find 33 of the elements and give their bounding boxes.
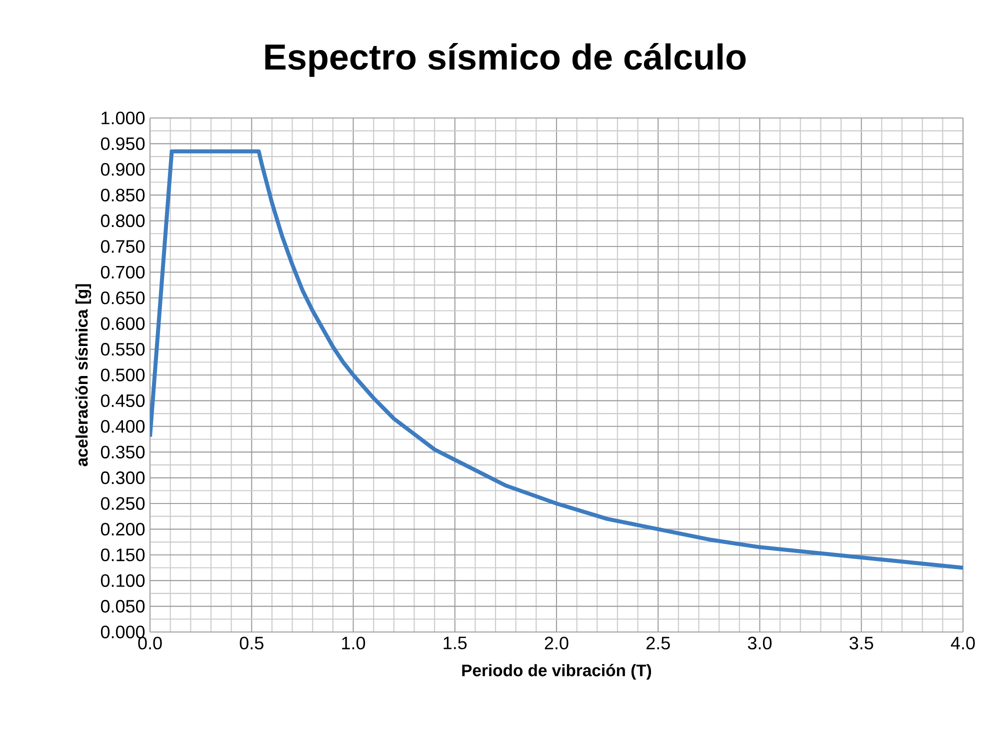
x-tick-label: 0.5	[240, 636, 264, 650]
x-tick-label: 2.5	[646, 636, 670, 650]
y-tick-label: 0.350	[100, 446, 145, 458]
x-tick-label: 1.0	[342, 636, 366, 650]
y-tick-label: 0.750	[100, 240, 145, 253]
y-tick-label: 0.200	[100, 522, 145, 536]
y-tick-label: 0.950	[100, 137, 145, 150]
x-tick-label: 1.5	[444, 636, 467, 650]
y-tick-label: 0.150	[100, 548, 145, 562]
y-tick-label: 0.250	[100, 497, 145, 510]
y-tick-label: 0.550	[100, 342, 145, 356]
y-tick-label: 0.400	[100, 420, 145, 433]
x-tick-label: 3.0	[748, 636, 772, 650]
y-tick-label: 0.300	[100, 471, 145, 484]
chart-title: Espectro sísmico de cálculo	[265, 43, 746, 77]
y-tick-label: 0.700	[100, 266, 145, 279]
y-tick-label: 0.800	[100, 214, 145, 228]
x-tick-label: 4.0	[950, 636, 975, 650]
x-tick-label: 2.0	[544, 636, 568, 650]
x-tick-label: 0.0	[138, 636, 162, 650]
x-tick-label: 3.5	[850, 636, 874, 650]
y-tick-label: 0.050	[100, 600, 145, 613]
y-tick-label: 0.500	[100, 368, 145, 382]
y-tick-label: 0.650	[100, 292, 145, 304]
y-tick-label: 1.000	[102, 112, 145, 124]
y-tick-label: 0.000	[100, 626, 145, 638]
y-tick-label: 0.100	[100, 574, 145, 587]
y-tick-label: 0.850	[100, 188, 145, 202]
y-tick-label: 0.450	[100, 394, 145, 408]
x-axis-title: Periodo de vibración (T)	[462, 664, 652, 680]
y-axis-title: aceleración sísmica [g]	[75, 284, 92, 466]
y-tick-label: 0.900	[100, 163, 145, 176]
y-tick-label: 0.600	[100, 317, 145, 330]
